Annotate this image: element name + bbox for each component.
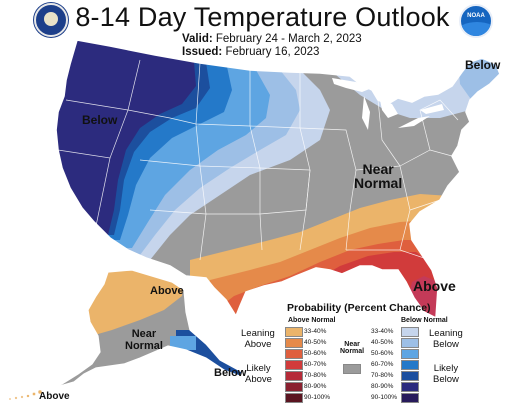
legend-likely-below: Likely Below: [433, 363, 459, 385]
label-near-normal: Near Normal: [354, 162, 402, 190]
legend-below-swatch-3: [401, 360, 419, 370]
legend-above-swatch-1: [285, 338, 303, 348]
label-alaska-above: Above: [150, 285, 184, 297]
label-maine-below: Below: [465, 58, 501, 72]
issued-value: February 16, 2023: [225, 46, 320, 58]
legend-below-swatch-0: [401, 327, 419, 337]
noaa-logo-icon: NOAA: [459, 4, 493, 38]
leaning-below-line1: Leaning: [429, 328, 463, 339]
legend-above-swatch-0: [285, 327, 303, 337]
legend-above-label-5: 80-90%: [304, 382, 327, 390]
leaning-above-line2: Above: [244, 338, 272, 350]
page-title: 8-14 Day Temperature Outlook: [75, 2, 450, 32]
valid-value: February 24 - March 2, 2023: [215, 33, 362, 45]
label-near-normal-line1: Near: [362, 161, 394, 177]
legend-below-label-0: 33-40%: [371, 327, 394, 335]
legend-leaning-above: Leaning Above: [241, 328, 275, 350]
legend-below-label-3: 60-70%: [371, 360, 394, 368]
legend-below-label-4: 70-80%: [371, 371, 394, 379]
legend-leaning-below: Leaning Below: [429, 328, 463, 350]
legend-above-swatch-4: [285, 371, 303, 381]
label-near-normal-line2: Normal: [354, 175, 403, 191]
probability-legend: Probability (Percent Chance) Above Norma…: [233, 302, 525, 405]
legend-above-label-1: 40-50%: [304, 338, 327, 346]
label-alaska-near-normal: Near Normal: [125, 328, 163, 352]
legend-normal-swatch: [343, 364, 361, 374]
leaning-below-line2: Below: [432, 338, 459, 350]
issued-label: Issued:: [182, 46, 223, 58]
label-southeast-above: Above: [413, 278, 456, 294]
legend-below-label-2: 50-60%: [371, 349, 394, 357]
legend-above-swatch-3: [285, 360, 303, 370]
valid-label: Valid:: [182, 33, 213, 45]
label-aleutians-above: Above: [39, 391, 70, 402]
doc-seal-icon: [34, 3, 68, 37]
legend-below-swatch-4: [401, 371, 419, 381]
legend-likely-above: Likely Above: [245, 363, 272, 385]
leaning-above-line1: Leaning: [241, 328, 275, 339]
label-west-below: Below: [82, 113, 118, 127]
legend-above-label-2: 50-60%: [304, 349, 327, 357]
legend-below-swatch-2: [401, 349, 419, 359]
legend-normal-line1: Near: [344, 341, 360, 348]
likely-above-line2: Above: [245, 373, 272, 385]
issued-line: Issued: February 16, 2023: [182, 46, 319, 58]
legend-below-swatch-1: [401, 338, 419, 348]
legend-normal-header: Near Normal: [340, 341, 364, 355]
legend-title: Probability (Percent Chance): [287, 302, 431, 314]
label-panhandle-below: Below: [214, 367, 247, 379]
likely-below-line2: Below: [433, 373, 459, 385]
legend-below-swatch-6: [401, 393, 419, 403]
legend-below-label-1: 40-50%: [371, 338, 394, 346]
legend-below-swatch-5: [401, 382, 419, 392]
legend-above-swatch-2: [285, 349, 303, 359]
legend-above-label-3: 60-70%: [304, 360, 327, 368]
noaa-logo-text: NOAA: [467, 13, 485, 19]
label-alaska-near-line2: Normal: [125, 340, 163, 352]
legend-below-label-5: 80-90%: [371, 382, 394, 390]
valid-line: Valid: February 24 - March 2, 2023: [182, 33, 362, 45]
legend-above-header: Above Normal: [288, 317, 336, 324]
legend-normal-line2: Normal: [340, 348, 365, 355]
legend-below-header: Below Normal: [401, 317, 448, 324]
legend-below-label-6: 90-100%: [371, 393, 398, 401]
legend-above-swatch-6: [285, 393, 303, 403]
legend-above-label-6: 90-100%: [304, 393, 331, 401]
likely-below-line1: Likely: [433, 363, 459, 374]
label-alaska-near-line1: Near: [131, 328, 157, 340]
legend-above-swatch-5: [285, 382, 303, 392]
likely-above-line1: Likely: [246, 363, 271, 374]
legend-above-label-4: 70-80%: [304, 371, 327, 379]
legend-above-label-0: 33-40%: [304, 327, 327, 335]
